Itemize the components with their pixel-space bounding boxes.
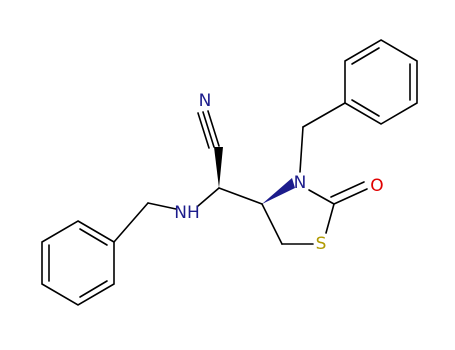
atom-label: O — [370, 176, 383, 196]
bond — [79, 280, 108, 298]
bond — [79, 228, 108, 246]
atom-label: N — [294, 173, 307, 193]
wedge-bond — [214, 147, 223, 188]
bond — [308, 189, 335, 205]
atom-label: NH — [174, 203, 200, 223]
bonds — [41, 39, 418, 306]
bond — [299, 126, 304, 173]
bond — [330, 181, 365, 198]
bond — [325, 203, 335, 234]
benzene-ring — [344, 39, 418, 125]
bond — [351, 47, 380, 65]
benzene-ring — [41, 220, 115, 306]
atom-label: N — [199, 91, 212, 111]
bond — [197, 112, 210, 149]
wedge-bond — [262, 178, 295, 204]
bond — [261, 203, 283, 245]
bond — [197, 187, 220, 207]
atom-label: S — [316, 234, 327, 254]
bond — [202, 111, 215, 148]
bond — [207, 110, 220, 147]
bond — [302, 102, 346, 128]
bond — [113, 202, 149, 243]
bond — [351, 99, 380, 117]
bond — [333, 188, 368, 205]
bond — [147, 202, 177, 210]
bond — [218, 187, 263, 205]
